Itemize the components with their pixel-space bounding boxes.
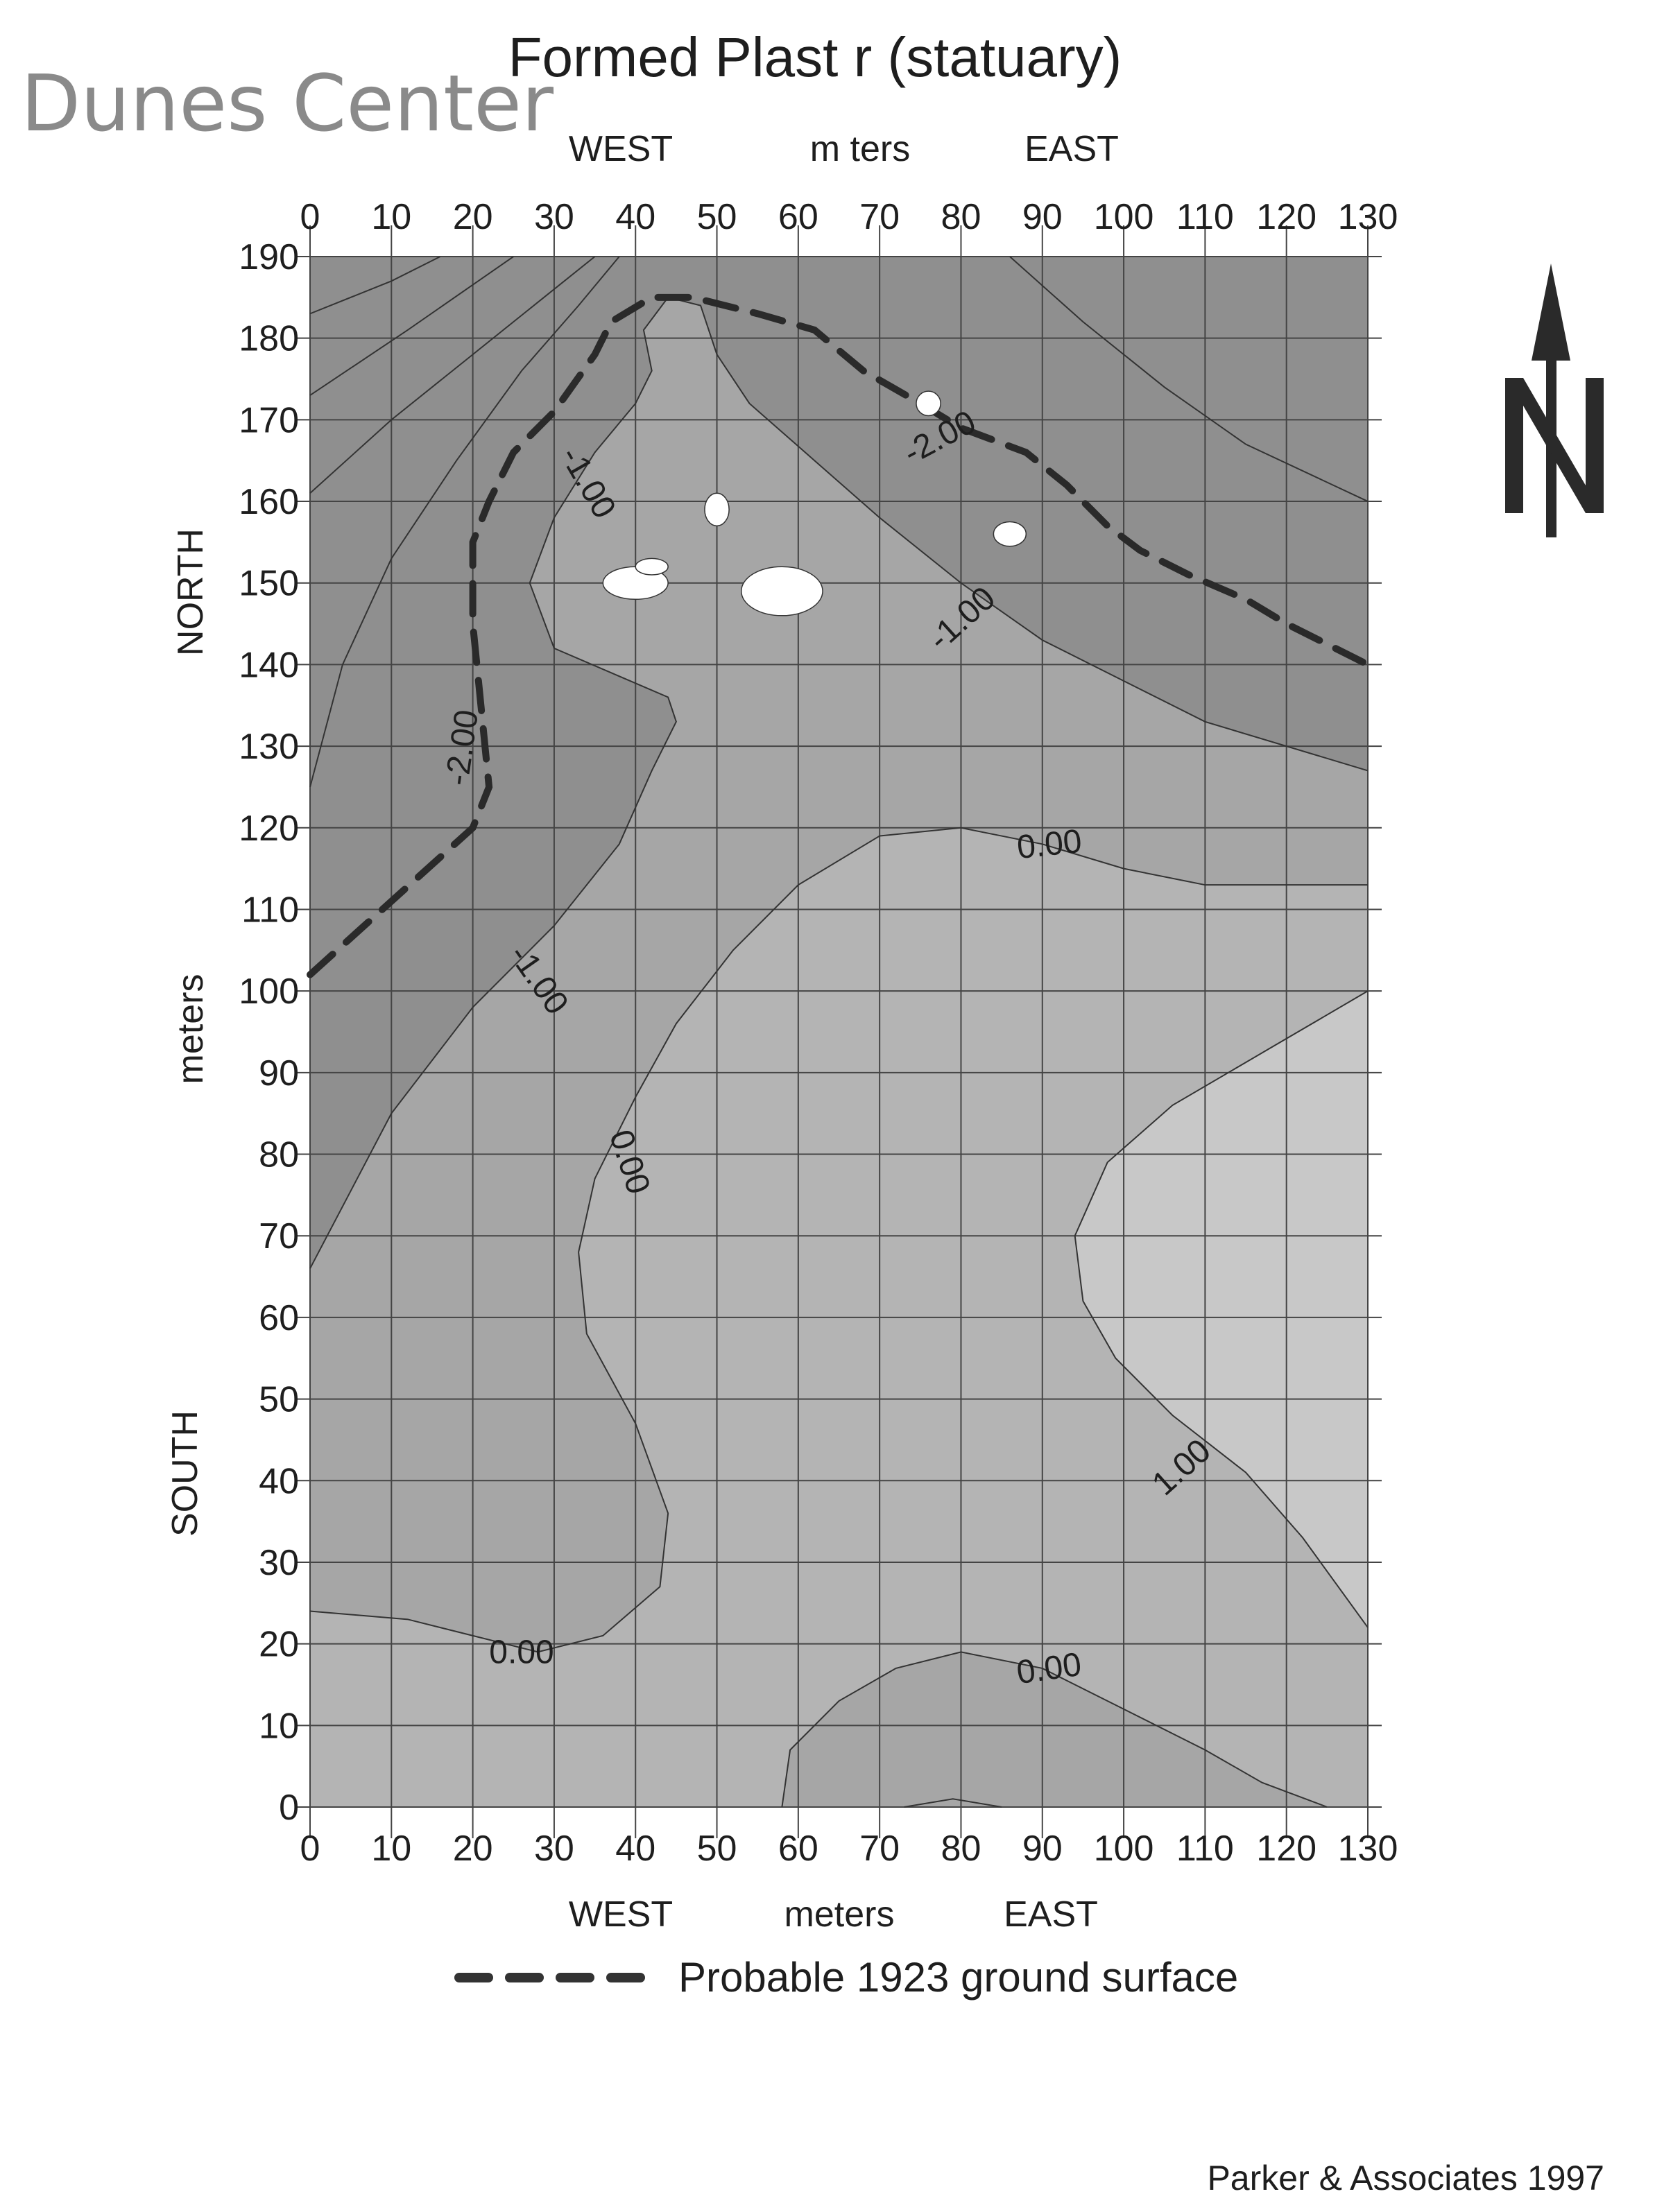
- y-tick-label: 120: [239, 809, 299, 849]
- contour-line: [1009, 256, 1369, 502]
- top-axis-east: EAST: [1024, 129, 1119, 169]
- x-tick-label-top: 40: [615, 197, 655, 237]
- y-tick-label: 110: [241, 890, 299, 930]
- contour-line: [309, 256, 441, 315]
- x-tick-label-bottom: 110: [1176, 1829, 1234, 1869]
- contour-line: [904, 1798, 1002, 1808]
- left-axis-south: SOUTH: [165, 1410, 205, 1537]
- x-tick-label-bottom: 70: [859, 1829, 900, 1869]
- contour-line: [309, 256, 596, 494]
- x-tick-label-top: 100: [1094, 197, 1154, 237]
- y-tick-label: 50: [259, 1380, 299, 1420]
- x-tick-label-top: 20: [453, 197, 493, 237]
- top-axis-west: WEST: [569, 129, 673, 169]
- left-axis-north: NORTH: [171, 528, 211, 656]
- contour-line: [309, 256, 514, 396]
- void-blob: [704, 492, 730, 527]
- contour-label: 0.00: [1014, 1646, 1083, 1691]
- x-tick-label-bottom: 20: [453, 1829, 493, 1869]
- y-tick-label: 10: [259, 1706, 299, 1746]
- credit: Parker & Associates 1997: [1207, 2159, 1604, 2197]
- y-tick-label: 30: [259, 1543, 299, 1583]
- x-tick-label-bottom: 30: [534, 1829, 574, 1869]
- top-axis-label: m ters: [810, 129, 910, 169]
- y-tick-label: 150: [239, 564, 299, 604]
- x-tick-label-bottom: 10: [371, 1829, 411, 1869]
- contour-line: [309, 256, 620, 788]
- contour-lines: [307, 256, 1371, 1808]
- void-blob: [740, 566, 823, 616]
- left-axis-label: meters: [171, 974, 211, 1085]
- x-tick-label-bottom: 130: [1338, 1829, 1398, 1869]
- x-tick-label-top: 120: [1256, 197, 1316, 237]
- axis-ticks: 0010102020303040405050606070708080909010…: [239, 197, 1398, 1869]
- x-tick-label-top: 70: [859, 197, 900, 237]
- chart-title: Formed Plast r (statuary): [508, 26, 1122, 88]
- contour-line: [309, 296, 1369, 1269]
- x-tick-label-top: 80: [941, 197, 981, 237]
- contour-line: [309, 827, 1368, 1653]
- x-tick-label-bottom: 40: [615, 1829, 655, 1869]
- y-tick-label: 140: [239, 645, 299, 685]
- x-tick-label-bottom: 100: [1094, 1829, 1154, 1869]
- contour-line: [1074, 990, 1369, 1628]
- y-tick-label: 190: [239, 237, 299, 277]
- y-tick-label: 20: [259, 1625, 299, 1665]
- x-tick-label-top: 0: [300, 197, 320, 237]
- fill-mid-south: [310, 1652, 1368, 1807]
- bottom-axis-label: meters: [784, 1894, 895, 1935]
- contour-label: 0.00: [489, 1634, 554, 1670]
- x-tick-label-bottom: 120: [1256, 1829, 1316, 1869]
- bottom-axis-west: WEST: [569, 1894, 673, 1935]
- x-tick-label-bottom: 90: [1022, 1829, 1063, 1869]
- y-tick-label: 80: [259, 1135, 299, 1175]
- legend: Probable 1923 ground surface: [454, 1954, 1238, 2001]
- contour-line: [781, 1651, 1328, 1808]
- x-tick-label-bottom: 50: [697, 1829, 737, 1869]
- y-tick-label: 90: [259, 1053, 299, 1094]
- void-blob: [916, 390, 941, 417]
- x-tick-label-top: 90: [1022, 197, 1063, 237]
- y-tick-label: 130: [239, 727, 299, 767]
- void-blob: [993, 521, 1027, 547]
- x-tick-label-top: 10: [371, 197, 411, 237]
- ground-surface-1923-line: [307, 293, 1371, 978]
- bottom-axis-east: EAST: [1004, 1894, 1098, 1935]
- void-areas: [602, 390, 1027, 616]
- contour-fills: [310, 257, 1368, 1808]
- north-arrow-icon: [1505, 263, 1604, 537]
- watermark: Dunes Center: [21, 59, 554, 149]
- fill-high: [1074, 991, 1368, 1628]
- contour-label: 0.00: [1015, 823, 1083, 866]
- x-tick-label-top: 30: [534, 197, 574, 237]
- y-tick-label: 160: [239, 482, 299, 522]
- y-tick-label: 170: [239, 400, 299, 440]
- x-tick-label-top: 50: [697, 197, 737, 237]
- x-tick-label-bottom: 0: [300, 1829, 320, 1869]
- y-tick-label: 40: [259, 1461, 299, 1501]
- y-tick-label: 180: [239, 319, 299, 359]
- x-tick-label-top: 60: [778, 197, 818, 237]
- void-blob: [635, 558, 669, 576]
- x-tick-label-top: 130: [1338, 197, 1398, 237]
- x-tick-label-top: 110: [1176, 197, 1234, 237]
- y-tick-label: 60: [259, 1298, 299, 1338]
- x-tick-label-bottom: 60: [778, 1829, 818, 1869]
- y-tick-label: 70: [259, 1216, 299, 1256]
- legend-label: Probable 1923 ground surface: [678, 1954, 1238, 2001]
- y-tick-label: 0: [279, 1788, 299, 1828]
- x-tick-label-bottom: 80: [941, 1829, 981, 1869]
- y-tick-label: 100: [239, 971, 299, 1012]
